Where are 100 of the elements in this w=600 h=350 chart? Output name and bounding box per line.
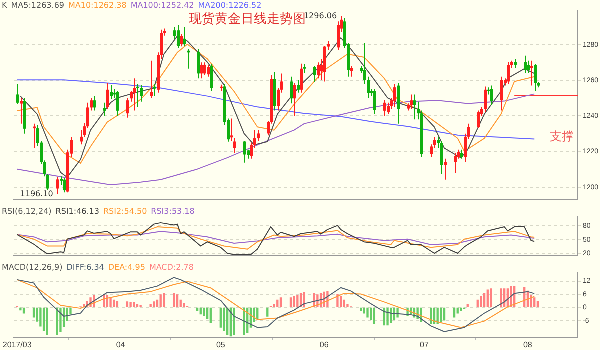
text: MA100:1252.42 [130, 1, 194, 10]
bar [40, 308, 42, 327]
bar [290, 298, 292, 308]
bar [60, 308, 62, 332]
candlestick [373, 88, 376, 115]
bar [534, 298, 536, 308]
candlestick [207, 64, 210, 78]
annotation: 1296.06 [304, 11, 338, 20]
legend-title: MACD(12,26,9) [2, 263, 63, 272]
candlestick [367, 76, 370, 99]
bar [126, 302, 129, 308]
candlestick [116, 90, 119, 117]
text: DEA:4.95 [108, 263, 146, 272]
bar [480, 296, 482, 308]
candlestick [440, 140, 443, 175]
candlestick [524, 55, 527, 74]
candlestick [180, 34, 183, 48]
text: MA5:1263.69 [11, 1, 64, 10]
candlestick [177, 24, 180, 49]
candlestick [103, 102, 106, 117]
bar [183, 302, 186, 308]
x-tick-label: 08 [523, 340, 533, 350]
text: DIFF:6.34 [66, 263, 104, 272]
candlestick [477, 110, 480, 130]
candlestick [230, 118, 233, 142]
x-tick-label: 04 [116, 340, 126, 350]
candlestick [507, 62, 510, 85]
x-tick-label: 05 [216, 340, 226, 350]
bar [293, 296, 296, 308]
bar [336, 294, 339, 308]
bar [460, 308, 462, 312]
bar [360, 308, 362, 312]
bar [20, 308, 22, 311]
candlestick [484, 86, 487, 114]
bar [116, 301, 119, 308]
candlestick [444, 158, 447, 180]
bar [366, 308, 369, 318]
bar [140, 305, 142, 308]
chart-title: 现货黄金日线走势图 [188, 12, 306, 27]
bar [280, 298, 282, 308]
bar [173, 293, 176, 308]
bar [276, 300, 279, 308]
x-tick-label: 2017/03 [2, 340, 32, 350]
candlestick [183, 26, 186, 48]
candlestick [413, 94, 416, 120]
candlestick [210, 64, 213, 92]
legend-title: K [2, 1, 8, 10]
bar [136, 304, 139, 308]
candlestick [490, 85, 493, 106]
bar [500, 288, 502, 308]
bar [536, 301, 540, 308]
bar [373, 308, 376, 324]
candlestick [393, 84, 396, 108]
candlestick [530, 60, 533, 86]
candlestick [383, 100, 386, 117]
candlestick [297, 80, 300, 94]
candlestick [136, 84, 139, 108]
candlestick [203, 62, 206, 76]
bar [340, 296, 342, 308]
candlestick [290, 76, 293, 104]
bar [490, 288, 492, 308]
bar [176, 294, 179, 308]
annotation: 1196.10 [20, 189, 54, 198]
candlestick [56, 177, 59, 195]
candlestick [106, 82, 109, 110]
bar [273, 304, 276, 308]
candlestick [257, 130, 260, 142]
bar [370, 308, 372, 320]
candlestick [534, 64, 537, 92]
candlestick [233, 138, 236, 154]
candlestick [150, 60, 153, 99]
candlestick [133, 78, 136, 112]
bar [163, 293, 166, 308]
bar [443, 308, 446, 321]
candlestick [63, 178, 66, 194]
candlestick [200, 62, 203, 80]
series-label: RSI2:54.50 [103, 207, 148, 216]
candlestick [454, 152, 457, 174]
bar [256, 308, 259, 320]
bar [42, 308, 46, 332]
legend-title: RSI(6,12,24) [2, 207, 52, 216]
bar [113, 300, 116, 308]
candlestick [90, 98, 93, 112]
bar [220, 308, 222, 328]
bar [200, 308, 202, 315]
candlestick [243, 140, 246, 164]
bar [243, 308, 246, 336]
text: MA10:1262.38 [68, 1, 127, 10]
bar [130, 302, 132, 308]
bar [530, 295, 532, 308]
bar [466, 304, 469, 308]
candlestick [527, 60, 530, 74]
bar [386, 308, 389, 326]
candlestick [500, 76, 503, 112]
candlestick [153, 84, 156, 97]
bar [343, 300, 346, 308]
text: MA200:1226.52 [198, 1, 262, 10]
bar [233, 308, 236, 336]
bar [153, 302, 156, 308]
annotation: 支撑 [550, 129, 574, 144]
